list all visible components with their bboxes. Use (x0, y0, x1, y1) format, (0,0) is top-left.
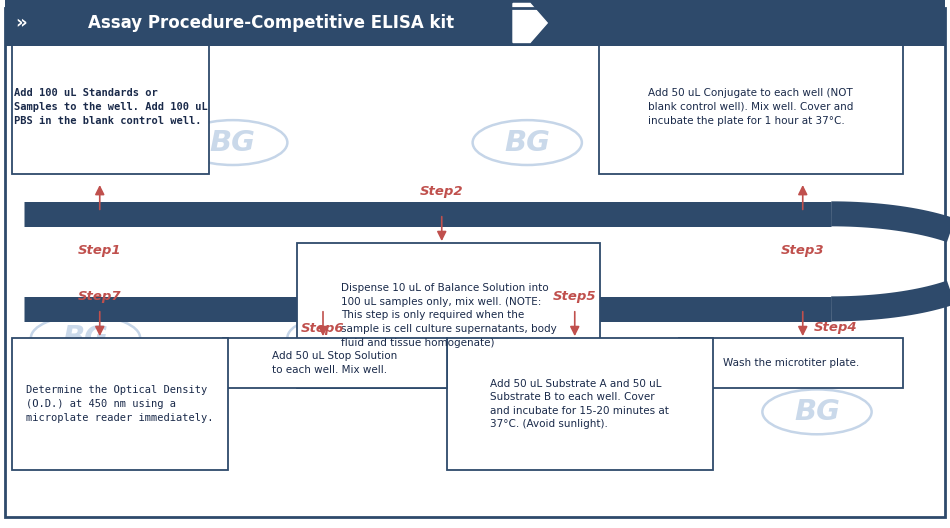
FancyBboxPatch shape (598, 40, 902, 174)
FancyBboxPatch shape (679, 338, 902, 388)
Text: Step2: Step2 (420, 185, 464, 197)
Text: Step5: Step5 (553, 290, 597, 303)
Text: BG: BG (210, 128, 256, 157)
Text: Step3: Step3 (781, 244, 825, 257)
Text: Step6: Step6 (301, 322, 345, 335)
Text: BG: BG (504, 128, 550, 157)
Bar (5, 0, 945, 46)
Text: Wash the microtiter plate.: Wash the microtiter plate. (723, 358, 859, 368)
Text: BG: BG (561, 398, 607, 426)
FancyBboxPatch shape (223, 338, 446, 388)
Text: Step1: Step1 (78, 244, 122, 257)
FancyBboxPatch shape (297, 243, 600, 388)
Text: Add 50 uL Stop Solution
to each well. Mix well.: Add 50 uL Stop Solution to each well. Mi… (273, 351, 397, 375)
Text: Determine the Optical Density
(O.D.) at 450 nm using a
microplate reader immedia: Determine the Optical Density (O.D.) at … (27, 385, 214, 422)
Text: BG: BG (794, 398, 840, 426)
Text: Add 50 uL Substrate A and 50 uL
Substrate B to each well. Cover
and incubate for: Add 50 uL Substrate A and 50 uL Substrat… (490, 379, 669, 429)
FancyArrow shape (513, 4, 547, 42)
Text: Assay Procedure-Competitive ELISA kit: Assay Procedure-Competitive ELISA kit (87, 14, 454, 32)
Text: BG: BG (723, 128, 769, 157)
Text: BG: BG (319, 324, 365, 352)
Text: Dispense 10 uL of Balance Solution into
100 uL samples only, mix well. (NOTE:
Th: Dispense 10 uL of Balance Solution into … (341, 284, 557, 347)
Text: BG: BG (63, 324, 108, 352)
FancyBboxPatch shape (12, 40, 209, 174)
FancyBboxPatch shape (12, 338, 228, 470)
Text: »: » (15, 14, 27, 32)
Text: Add 50 uL Conjugate to each well (NOT
blank control well). Mix well. Cover and
i: Add 50 uL Conjugate to each well (NOT bl… (648, 88, 853, 126)
Text: Step4: Step4 (814, 321, 858, 334)
Text: Add 100 uL Standards or
Samples to the well. Add 100 uL
PBS in the blank control: Add 100 uL Standards or Samples to the w… (14, 88, 207, 126)
Text: Step7: Step7 (78, 290, 122, 303)
FancyBboxPatch shape (446, 338, 712, 470)
